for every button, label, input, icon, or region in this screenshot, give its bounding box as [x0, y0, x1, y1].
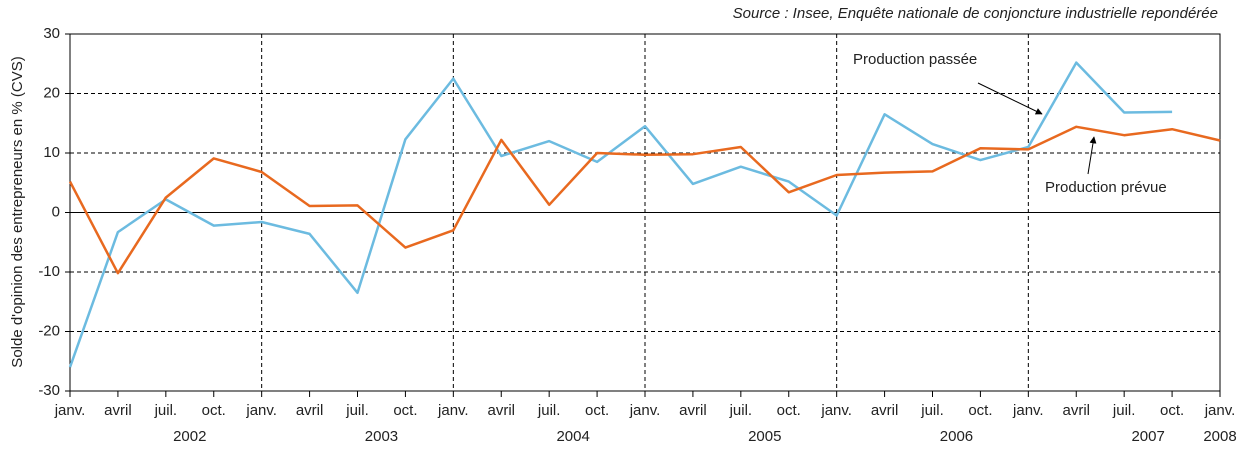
- series-label: Production prévue: [1045, 179, 1167, 196]
- x-tick-label: oct.: [777, 402, 801, 419]
- x-tick-label: janv.: [245, 402, 277, 419]
- x-tick-label: avril: [871, 402, 899, 419]
- x-tick-label: janv.: [54, 402, 86, 419]
- y-tick-label: 20: [43, 84, 60, 101]
- y-tick-label: -30: [38, 382, 60, 399]
- x-tick-label: juil.: [920, 402, 944, 419]
- y-tick-label: 0: [52, 203, 60, 220]
- year-label: 2004: [556, 428, 589, 445]
- year-label: 2005: [748, 428, 781, 445]
- label-arrow: [977, 82, 1043, 115]
- year-label: 2008: [1203, 428, 1236, 445]
- x-tick-label: oct.: [202, 402, 226, 419]
- x-tick-label: janv.: [820, 402, 852, 419]
- year-label: 2002: [173, 428, 206, 445]
- label-arrow: [1087, 136, 1097, 175]
- y-tick-label: -20: [38, 322, 60, 339]
- y-axis-label: Solde d'opinion des entrepreneurs en % (…: [9, 56, 26, 367]
- series-line: [68, 125, 1221, 275]
- x-tick-label: avril: [487, 402, 515, 419]
- x-tick-label: oct.: [968, 402, 992, 419]
- x-tick-label: avril: [296, 402, 324, 419]
- x-tick-label: oct.: [585, 402, 609, 419]
- x-tick-label: juil.: [154, 402, 178, 419]
- series-line: [68, 61, 1173, 368]
- x-tick-label: janv.: [629, 402, 661, 419]
- x-tick-label: juil.: [729, 402, 753, 419]
- y-tick-label: -10: [38, 263, 60, 280]
- year-label: 2003: [365, 428, 398, 445]
- x-tick-label: avril: [1062, 402, 1090, 419]
- x-tick-label: juil.: [345, 402, 369, 419]
- x-tick-label: janv.: [1012, 402, 1044, 419]
- year-label: 2007: [1131, 428, 1164, 445]
- x-tick-label: avril: [104, 402, 132, 419]
- x-tick-label: juil.: [537, 402, 561, 419]
- year-label: 2006: [940, 428, 973, 445]
- x-tick-label: avril: [679, 402, 707, 419]
- x-tick-label: janv.: [437, 402, 469, 419]
- y-tick-label: 10: [43, 144, 60, 161]
- x-tick-label: juil.: [1112, 402, 1136, 419]
- x-tick-label: janv.: [1204, 402, 1236, 419]
- series-label: Production passée: [853, 51, 977, 68]
- y-tick-label: 30: [43, 25, 60, 42]
- source: Source : Insee, Enquête nationale de con…: [733, 5, 1218, 22]
- x-tick-label: oct.: [1160, 402, 1184, 419]
- plot-frame: [69, 33, 1221, 392]
- x-tick-label: oct.: [393, 402, 417, 419]
